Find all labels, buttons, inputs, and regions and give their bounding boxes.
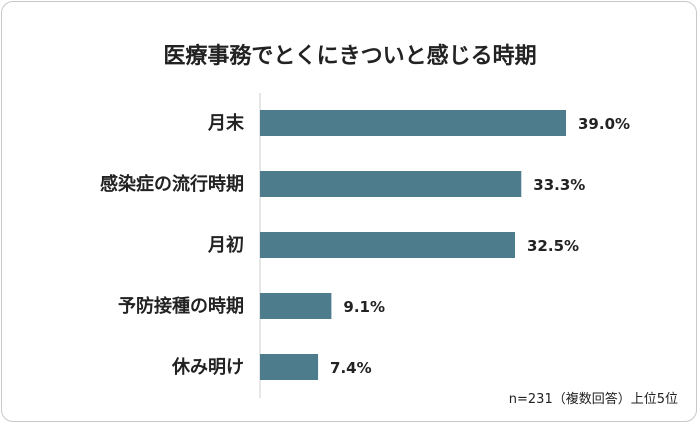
bar-0 [260,110,566,136]
value-label-4: 7.4% [330,359,372,377]
bar-4 [260,354,319,380]
value-label-1: 33.3% [533,176,585,194]
bar-2 [260,232,515,258]
bar-3 [260,293,332,319]
category-label-0: 月末 [207,112,245,134]
value-label-0: 39.0% [578,115,630,133]
category-label-1: 感染症の流行時期 [100,173,244,195]
bars-group: 月末 39.0% 感染症の流行時期 33.3% 月初 32.5% 予防接種の時期 9.1% 休み… [100,110,630,380]
sample-note: n=231（複数回答）上位5位 [509,391,678,407]
bar-1 [260,171,522,197]
category-label-3: 予防接種の時期 [118,295,244,317]
category-label-4: 休み明け [171,356,244,378]
category-label-2: 月初 [207,234,244,256]
value-label-3: 9.1% [343,298,385,316]
value-label-2: 32.5% [527,237,579,255]
chart-title: 医療事務でとくにきついと感じる時期 [163,43,536,69]
